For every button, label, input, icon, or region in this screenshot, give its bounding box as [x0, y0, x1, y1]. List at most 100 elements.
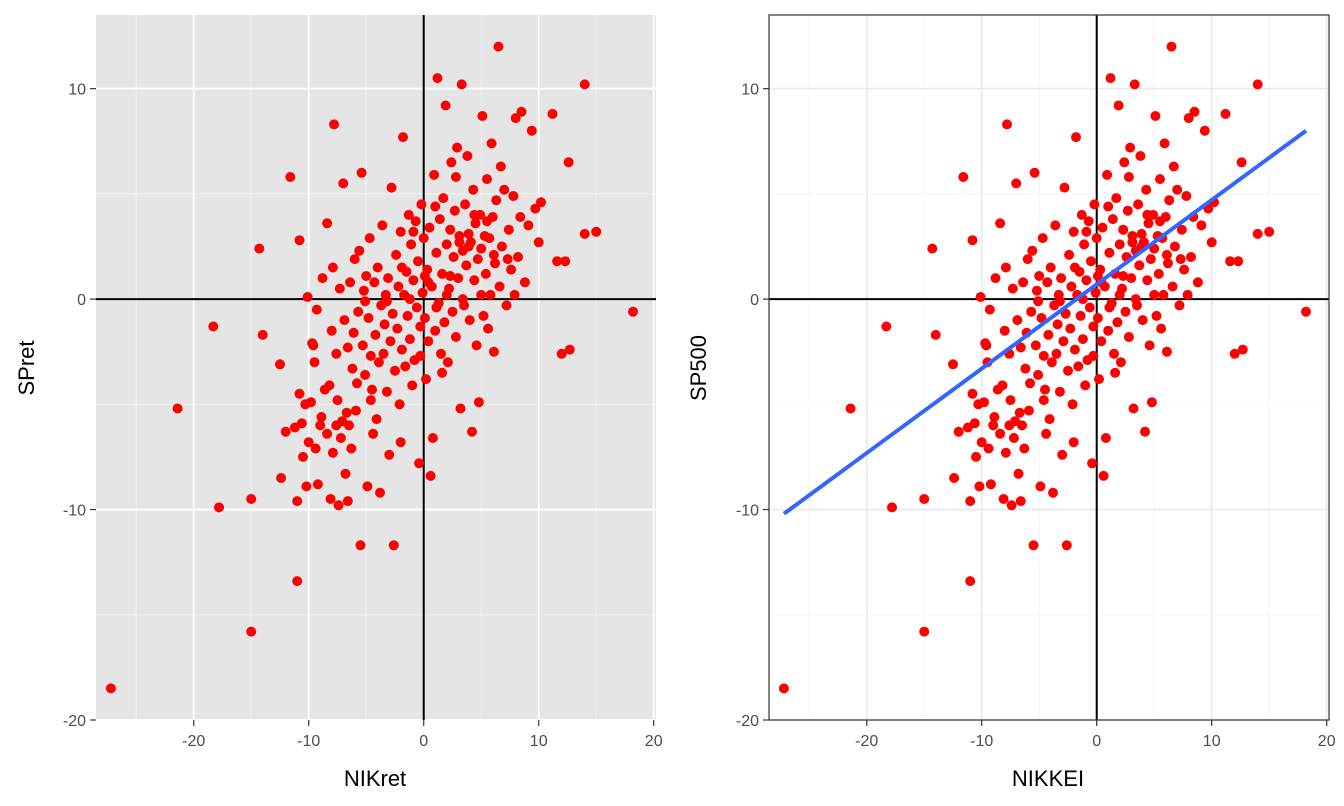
data-point [465, 315, 475, 325]
data-point [411, 216, 421, 226]
data-point [971, 452, 981, 462]
data-point [1207, 237, 1217, 247]
x-tick-label: 0 [419, 733, 428, 750]
data-point [368, 429, 378, 439]
data-point [246, 627, 256, 637]
data-point [406, 239, 416, 249]
data-point [965, 576, 975, 586]
data-point [445, 225, 455, 235]
data-point [1015, 408, 1025, 418]
data-point [499, 185, 509, 195]
data-point [322, 429, 332, 439]
y-tick-label: 0 [77, 292, 86, 309]
data-point [442, 290, 452, 300]
data-point [1131, 294, 1141, 304]
data-point [1092, 233, 1102, 243]
data-point [351, 406, 361, 416]
data-point [976, 292, 986, 302]
data-point [1020, 364, 1030, 374]
data-point [1125, 143, 1135, 153]
data-point [1079, 239, 1089, 249]
data-point [460, 199, 470, 209]
y-tick-label: 10 [741, 82, 759, 99]
data-point [1024, 406, 1034, 416]
data-point [487, 138, 497, 148]
data-point [1140, 427, 1150, 437]
data-point [292, 576, 302, 586]
data-point [628, 307, 638, 317]
data-point [173, 404, 183, 414]
data-point [1016, 496, 1026, 506]
data-point [974, 481, 984, 491]
data-point [469, 210, 479, 220]
data-point [295, 235, 305, 245]
data-point [333, 395, 343, 405]
data-point [405, 334, 415, 344]
data-point [258, 330, 268, 340]
data-point [1160, 138, 1170, 148]
data-point [1071, 132, 1081, 142]
data-point [1141, 185, 1151, 195]
data-point [1152, 311, 1162, 321]
data-point [435, 214, 445, 224]
data-point [468, 185, 478, 195]
data-point [431, 303, 441, 313]
data-point [954, 427, 964, 437]
data-point [292, 496, 302, 506]
data-point [461, 260, 471, 270]
data-point [418, 288, 428, 298]
data-point [464, 229, 474, 239]
data-point [1057, 450, 1067, 460]
data-point [429, 170, 439, 180]
data-point [421, 374, 431, 384]
data-point [347, 364, 357, 374]
data-point [949, 473, 959, 483]
data-point [1068, 399, 1078, 409]
data-point [1130, 79, 1140, 89]
data-point [494, 42, 504, 52]
data-point [995, 429, 1005, 439]
data-point [508, 191, 518, 201]
data-point [311, 444, 321, 454]
data-point [1163, 258, 1173, 268]
data-point [580, 79, 590, 89]
data-point [106, 683, 116, 693]
data-point [454, 237, 464, 247]
data-point [1064, 250, 1074, 260]
data-point [1138, 315, 1148, 325]
data-point [451, 172, 461, 182]
data-point [1062, 540, 1072, 550]
data-point [400, 361, 410, 371]
data-point [370, 330, 380, 340]
data-point [408, 227, 418, 237]
data-point [1264, 227, 1274, 237]
data-point [1103, 202, 1113, 212]
data-point [1029, 540, 1039, 550]
scatter-figure: -20 -10 0 10 20-20-10010 NIKret SPret -20 -10… [0, 0, 1344, 806]
data-point [1172, 185, 1182, 195]
x-tick-label: -10 [297, 733, 320, 750]
data-point [548, 109, 558, 119]
data-point [326, 494, 336, 504]
data-point [375, 488, 385, 498]
data-point [1253, 229, 1263, 239]
data-point [1070, 345, 1080, 355]
data-point [997, 380, 1007, 390]
data-point [1096, 336, 1106, 346]
data-point [430, 326, 440, 336]
data-point [1055, 296, 1065, 306]
data-point [350, 254, 360, 264]
data-point [1155, 216, 1165, 226]
data-point [276, 473, 286, 483]
data-point [246, 494, 256, 504]
data-point [430, 202, 440, 212]
data-point [1069, 437, 1079, 447]
data-point [1115, 239, 1125, 249]
data-point [1007, 500, 1017, 510]
data-point [408, 275, 418, 285]
data-point [420, 313, 430, 323]
data-point [881, 322, 891, 332]
data-point [1154, 269, 1164, 279]
data-point [1073, 361, 1083, 371]
data-point [1149, 290, 1159, 300]
